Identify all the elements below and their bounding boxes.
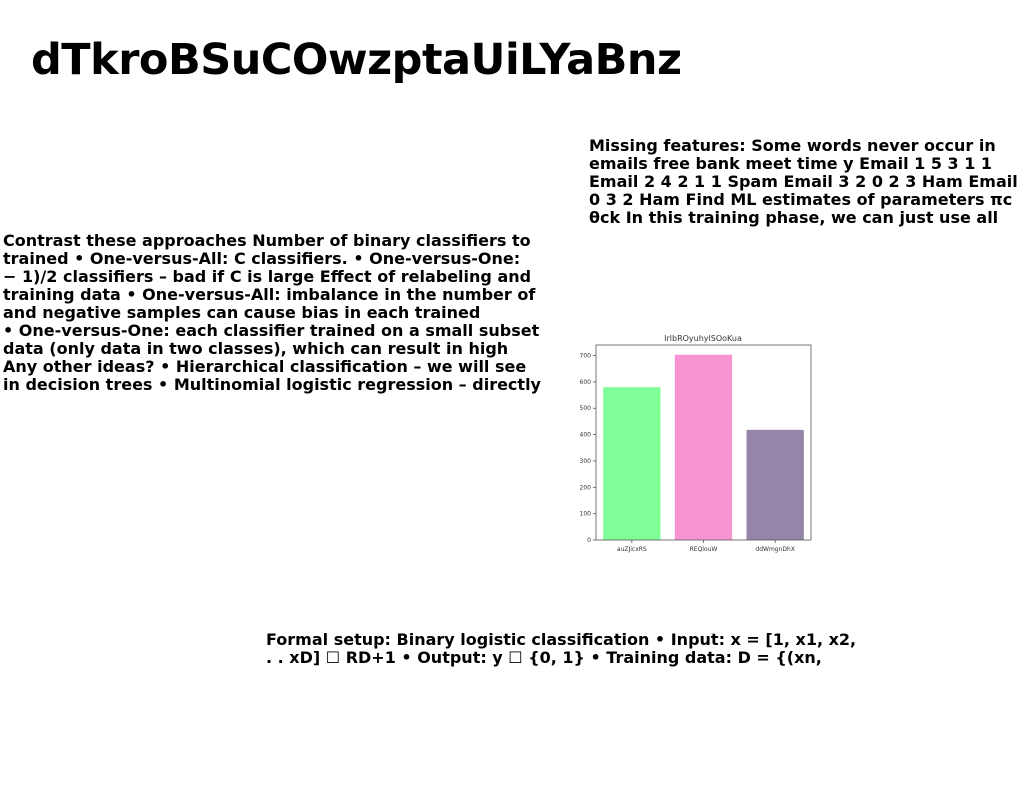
y-tick-label: 500 [580,405,592,412]
y-tick-label: 300 [580,458,592,465]
y-tick-label: 200 [580,484,592,491]
x-tick-label: auZJicxRS [617,546,647,553]
y-tick-label: 100 [580,511,592,518]
x-tick-label: REQlouW [690,546,718,553]
x-tick-label: ddWmgnDhX [755,546,795,553]
y-tick-label: 600 [580,379,592,386]
text-block-contrast-approaches: Contrast these approaches Number of bina… [3,231,541,394]
text-block-missing-features: Missing features: Some words never occur… [589,136,1024,227]
y-tick-label: 700 [580,353,592,360]
chart-title: IrlbROyuhylSOoKua [664,334,742,343]
page-title: dTkroBSuCOwzptaUiLYaBnz [31,35,682,85]
bar-auZJicxRS [603,387,661,540]
chart-bars [603,354,804,540]
y-tick-label: 400 [580,432,592,439]
chart-x-axis: auZJicxRS REQlouW ddWmgnDhX [617,540,795,553]
bar-REQlouW [674,354,733,540]
chart-y-axis: 0 100 200 300 400 500 600 700 [580,353,596,544]
bar-chart: IrlbROyuhylSOoKua 0 100 200 300 400 500 600 700… [580,334,812,553]
bar-ddWmgnDhX [746,429,804,540]
y-tick-label: 0 [587,537,591,544]
chart-plot-frame [595,344,812,541]
text-block-formal-setup: Formal setup: Binary logistic classifica… [266,630,857,667]
